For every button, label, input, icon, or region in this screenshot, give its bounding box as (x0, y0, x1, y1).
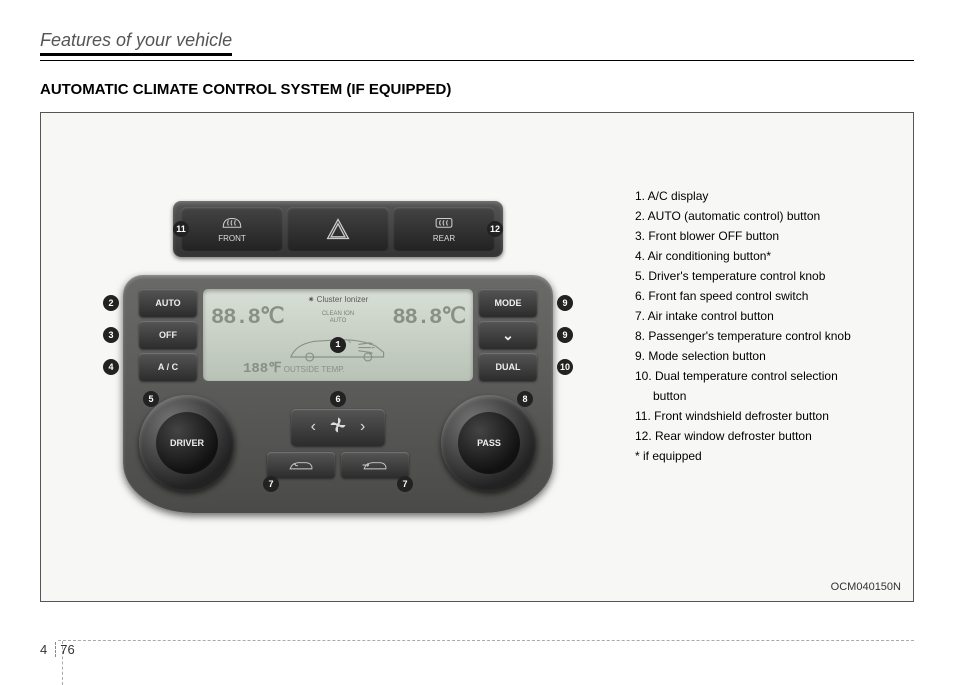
rear-defrost-label: REAR (433, 234, 455, 243)
lcd-outside: 188℉ OUTSIDE TEMP. (243, 360, 345, 377)
legend-item: button (635, 387, 895, 405)
page-header: Features of your vehicle (40, 30, 914, 61)
legend-item: 9. Mode selection button (635, 347, 895, 365)
fan-decrease-icon: ‹ (305, 418, 322, 436)
legend-item: 5. Driver's temperature control knob (635, 267, 895, 285)
legend-item: 7. Air intake control button (635, 307, 895, 325)
panel-top-row: AUTO 2 OFF 3 A / C 4 ✷ Cluster Ionizer (139, 289, 537, 381)
recirculate-button[interactable] (267, 452, 335, 478)
callout-7a: 7 (263, 476, 279, 492)
legend-footnote: * if equipped (635, 447, 895, 465)
callout-9b: 9 (557, 327, 573, 343)
lcd-left-temp: 88.8℃ (211, 304, 284, 330)
climate-panel: AUTO 2 OFF 3 A / C 4 ✷ Cluster Ionizer (123, 275, 553, 513)
lcd-car-graphic: 1 (211, 328, 465, 364)
callout-6: 6 (330, 391, 346, 407)
passenger-temp-knob[interactable]: PASS (441, 395, 537, 491)
lcd-center-text: CLEAN ION AUTO (322, 311, 354, 324)
pass-knob-label: PASS (458, 412, 520, 474)
chevron-down-icon: ⌄ (502, 327, 514, 344)
legend-item: 11. Front windshield defroster button (635, 407, 895, 425)
mode-label: MODE (495, 298, 522, 308)
front-defrost-icon (221, 215, 243, 234)
chapter-number: 4 (40, 642, 56, 657)
legend-item: 2. AUTO (automatic control) button (635, 207, 895, 225)
fan-increase-icon: › (354, 418, 371, 436)
fan-control-wrap: ‹ › 6 (291, 409, 386, 446)
fan-icon (328, 415, 348, 440)
rear-defrost-icon (433, 215, 455, 234)
ac-display: ✷ Cluster Ionizer 88.8℃ 88.8℃ CLEAN ION … (203, 289, 473, 381)
front-defrost-button[interactable]: FRONT 11 (181, 207, 283, 251)
ac-button[interactable]: A / C 4 (139, 353, 197, 381)
legend-item: 1. A/C display (635, 187, 895, 205)
callout-12: 12 (487, 221, 503, 237)
intake-fresh-wrap: 7 (341, 452, 409, 478)
legend-item: 3. Front blower OFF button (635, 227, 895, 245)
center-controls: ‹ › 6 7 (243, 409, 433, 478)
left-button-column: AUTO 2 OFF 3 A / C 4 (139, 289, 197, 381)
hazard-button[interactable] (287, 207, 389, 251)
fresh-air-icon (361, 458, 389, 472)
dual-label: DUAL (496, 362, 521, 372)
callout-5: 5 (143, 391, 159, 407)
legend-item: 4. Air conditioning button* (635, 247, 895, 265)
intake-row: 7 7 (267, 452, 409, 478)
panel-bottom-row: DRIVER 5 ‹ › 6 (139, 395, 537, 491)
callout-10: 10 (557, 359, 573, 375)
page-title: AUTOMATIC CLIMATE CONTROL SYSTEM (IF EQU… (40, 81, 914, 98)
legend-item: 6. Front fan speed control switch (635, 287, 895, 305)
auto-button[interactable]: AUTO 2 (139, 289, 197, 317)
top-button-bar: FRONT 11 REAR 12 (173, 201, 503, 257)
intake-recirculate-wrap: 7 (267, 452, 335, 478)
callout-7b: 7 (397, 476, 413, 492)
recirculate-icon (287, 458, 315, 472)
dual-button[interactable]: DUAL 10 (479, 353, 537, 381)
mode-down-button[interactable]: ⌄ 9 (479, 321, 537, 349)
footer-dash (58, 640, 914, 641)
page-number: 4 76 (40, 642, 75, 657)
callout-8: 8 (517, 391, 533, 407)
section-title: Features of your vehicle (40, 30, 232, 56)
rear-defrost-button[interactable]: REAR 12 (393, 207, 495, 251)
legend: 1. A/C display 2. AUTO (automatic contro… (635, 127, 895, 587)
legend-item: 12. Rear window defroster button (635, 427, 895, 445)
callout-4: 4 (103, 359, 119, 375)
lcd-right-temp: 88.8℃ (392, 304, 465, 330)
ac-label: A / C (158, 362, 178, 372)
callout-2: 2 (103, 295, 119, 311)
pass-knob-wrap: PASS 8 (441, 395, 537, 491)
hazard-icon (325, 216, 351, 242)
fresh-air-button[interactable] (341, 452, 409, 478)
callout-3: 3 (103, 327, 119, 343)
front-defrost-label: FRONT (218, 234, 246, 243)
lcd-brand: ✷ Cluster Ionizer (211, 295, 465, 304)
legend-item: 8. Passenger's temperature control knob (635, 327, 895, 345)
right-button-column: MODE 9 ⌄ 9 DUAL 10 (479, 289, 537, 381)
driver-temp-knob[interactable]: DRIVER (139, 395, 235, 491)
driver-knob-label: DRIVER (156, 412, 218, 474)
legend-item: 10. Dual temperature control selection (635, 367, 895, 385)
callout-1: 1 (330, 337, 346, 353)
diagram-area: FRONT 11 REAR 12 (59, 127, 617, 587)
callout-9a: 9 (557, 295, 573, 311)
top-bar-wrap: FRONT 11 REAR 12 (173, 201, 503, 257)
page-num: 76 (60, 642, 74, 657)
mode-button[interactable]: MODE 9 (479, 289, 537, 317)
figure-box: FRONT 11 REAR 12 (40, 112, 914, 602)
off-button[interactable]: OFF 3 (139, 321, 197, 349)
fan-speed-switch[interactable]: ‹ › (291, 409, 386, 446)
driver-knob-wrap: DRIVER 5 (139, 395, 235, 491)
auto-label: AUTO (155, 298, 180, 308)
figure-id: OCM040150N (831, 581, 901, 593)
off-label: OFF (159, 330, 177, 340)
callout-11: 11 (173, 221, 189, 237)
